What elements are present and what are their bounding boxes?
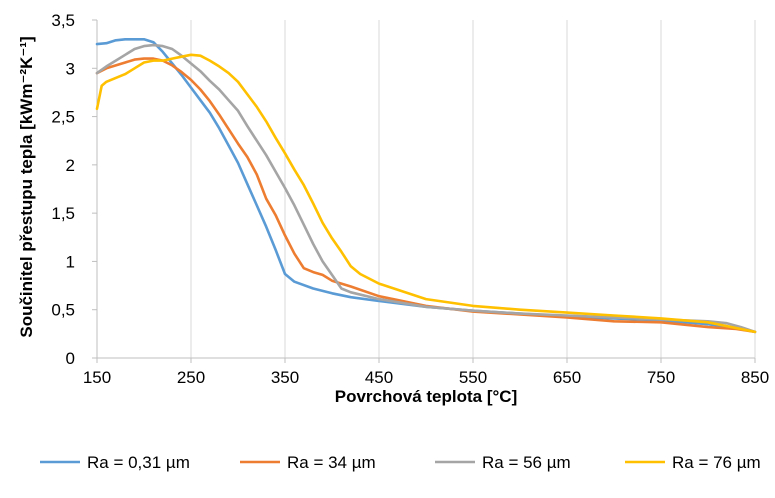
legend-label: Ra = 56 µm [482,453,571,472]
y-axis-title: Součinitel přestupu tepla [kWm⁻²K⁻¹] [17,36,36,337]
axes [92,19,756,363]
series-line-3 [95,43,757,334]
x-tick-label: 750 [647,368,675,387]
series-lines [95,38,757,334]
x-tick-label: 550 [459,368,487,387]
x-tick-label: 650 [553,368,581,387]
tick-labels: 0 0,5 1 1,5 2 2,5 3 3,5 150 250 350 450 550 650 750 850 [51,11,769,387]
legend-item-3: Ra = 56 µm [435,453,571,472]
x-tick-label: 150 [83,368,111,387]
x-tick-label: 350 [271,368,299,387]
x-tick-label: 450 [365,368,393,387]
legend-label: Ra = 0,31 µm [87,453,190,472]
x-tick-label: 850 [741,368,769,387]
y-tick-label: 1,5 [51,204,75,223]
x-axis-title: Povrchová teplota [°C] [335,387,518,406]
y-tick-label: 3 [66,59,75,78]
y-tick-label: 2 [66,156,75,175]
y-tick-label: 0 [66,349,75,368]
legend-item-2: Ra = 34 µm [240,453,376,472]
series-line-4 [95,53,757,334]
y-tick-label: 3,5 [51,11,75,30]
legend-label: Ra = 76 µm [672,453,761,472]
legend-label: Ra = 34 µm [287,453,376,472]
x-tick-label: 250 [177,368,205,387]
y-tick-label: 1 [66,252,75,271]
y-tick-label: 2,5 [51,108,75,127]
grid [190,20,756,358]
legend-item-4: Ra = 76 µm [625,453,761,472]
legend: Ra = 0,31 µm Ra = 34 µm Ra = 56 µm Ra = 76 … [40,453,761,472]
y-tick-label: 0,5 [51,301,75,320]
series-line-2 [95,57,757,334]
legend-item-1: Ra = 0,31 µm [40,453,190,472]
